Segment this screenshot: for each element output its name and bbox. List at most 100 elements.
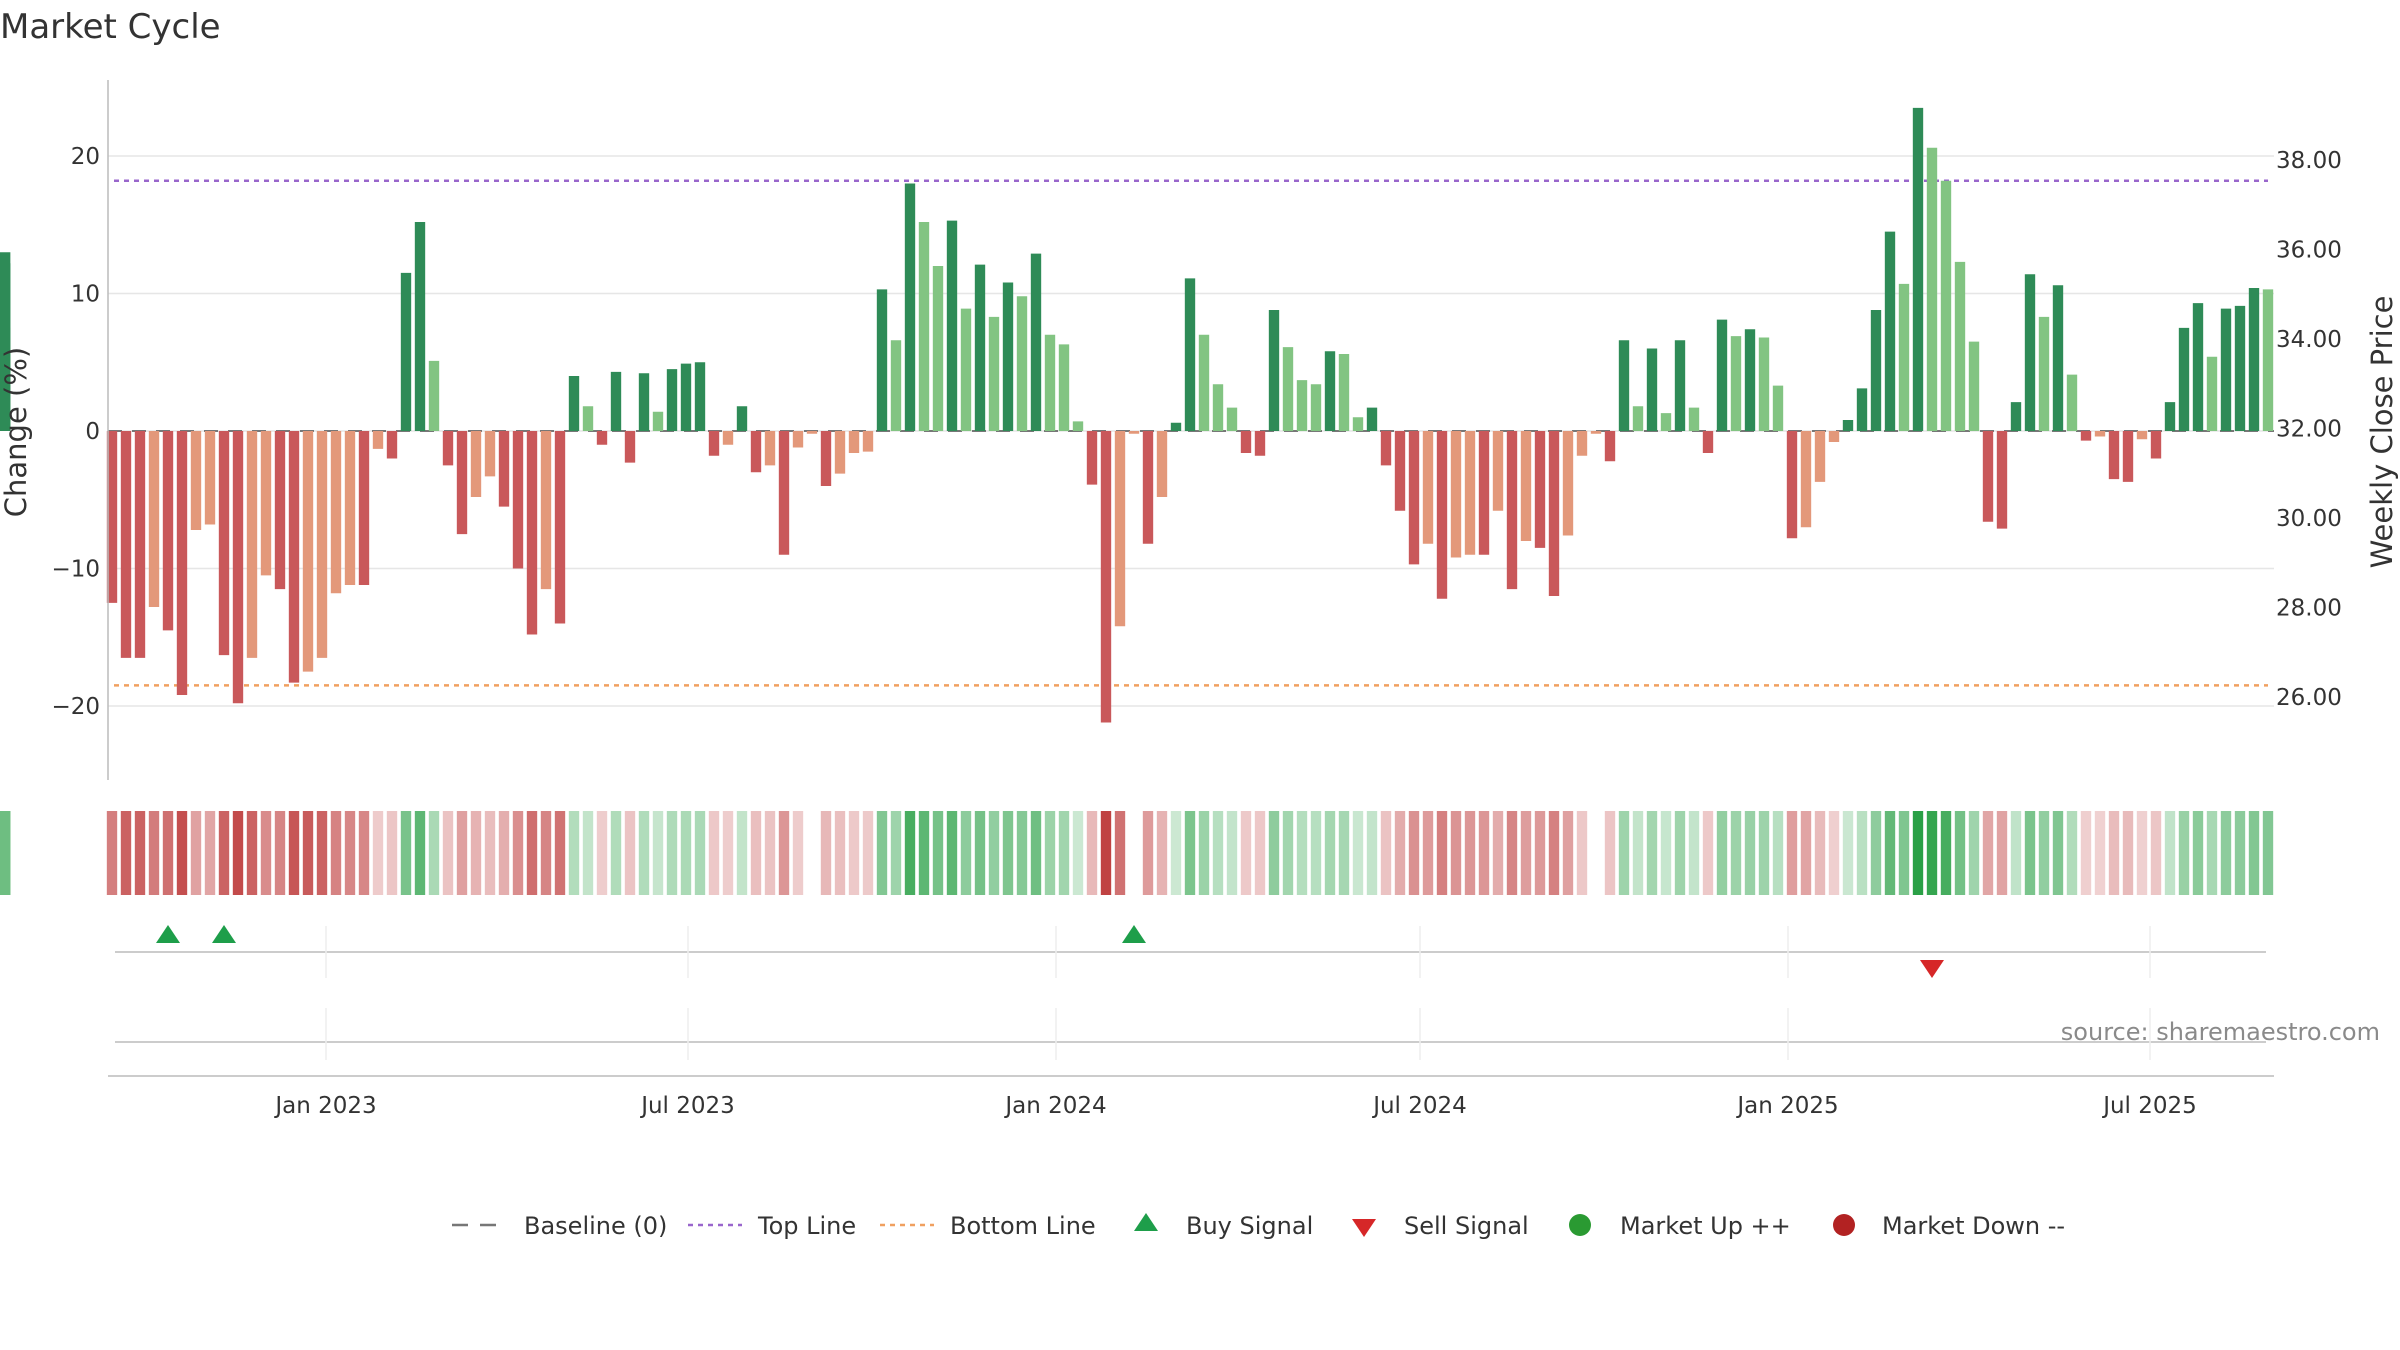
heat-cell — [1898, 811, 1910, 895]
bar — [1072, 421, 1084, 431]
bar — [1926, 147, 1938, 431]
bar — [1744, 329, 1756, 431]
bar — [1730, 336, 1742, 431]
heat-cell — [1282, 811, 1294, 895]
heat-cell — [1562, 811, 1574, 895]
heat-cell — [1030, 811, 1042, 895]
heat-cell — [1352, 811, 1364, 895]
bar — [316, 431, 328, 658]
bar — [1548, 431, 1560, 596]
heat-cell — [862, 811, 874, 895]
heat-cell — [1772, 811, 1784, 895]
heat-cell — [1702, 811, 1714, 895]
x-tick-label: Jan 2024 — [1003, 1093, 1106, 1119]
heat-cell — [2122, 811, 2134, 895]
chart-title: Market Cycle — [0, 7, 221, 47]
heat-cell — [1800, 811, 1812, 895]
bar — [1982, 431, 1994, 522]
bar — [498, 431, 510, 507]
buy-signal-marker — [212, 925, 236, 943]
bar — [1870, 310, 1882, 431]
heat-cell — [1478, 811, 1490, 895]
heat-cell — [218, 811, 230, 895]
heat-cell — [1436, 811, 1448, 895]
heat-cell — [904, 811, 916, 895]
heat-cell — [1184, 811, 1196, 895]
heat-cell — [246, 811, 258, 895]
x-tick-label: Jan 2023 — [273, 1093, 376, 1119]
heat-cell — [1996, 811, 2008, 895]
bar — [2010, 402, 2022, 431]
bar — [1562, 431, 1574, 536]
heat-cell — [2052, 811, 2064, 895]
signal-panel — [108, 925, 2274, 1077]
heat-cell — [442, 811, 454, 895]
bar — [1842, 420, 1854, 431]
bar — [120, 431, 132, 658]
heat-cell — [680, 811, 692, 895]
heat-cell — [176, 811, 188, 895]
y-axis-right-label: Weekly Close Price — [2365, 296, 2399, 569]
bar — [106, 431, 118, 603]
heat-cell — [330, 811, 342, 895]
heat-cell — [722, 811, 734, 895]
heat-cell — [1744, 811, 1756, 895]
bar — [2220, 308, 2232, 431]
bar — [736, 406, 748, 431]
bar — [1800, 431, 1812, 528]
bar — [2108, 431, 2120, 480]
heat-cell — [2024, 811, 2036, 895]
bar — [904, 183, 916, 431]
bar — [1884, 231, 1896, 431]
bar — [162, 431, 174, 631]
bar — [2150, 431, 2162, 459]
heat-cell — [1926, 811, 1938, 895]
heat-cell — [1814, 811, 1826, 895]
x-tick-label: Jan 2025 — [1735, 1093, 1838, 1119]
bar — [1618, 340, 1630, 431]
bar — [1758, 337, 1770, 431]
heat-cell — [1268, 811, 1280, 895]
heat-cell — [1394, 811, 1406, 895]
heat-cell — [358, 811, 370, 895]
heat-cell — [946, 811, 958, 895]
bar — [890, 340, 902, 431]
heat-cell — [1086, 811, 1098, 895]
heat-cell — [1786, 811, 1798, 895]
heat-cell — [232, 811, 244, 895]
heat-cell — [1548, 811, 1560, 895]
bar — [1786, 431, 1798, 539]
heat-cell — [1674, 811, 1686, 895]
heat-cell — [162, 811, 174, 895]
legend-label: Bottom Line — [950, 1212, 1096, 1240]
heat-cell — [1170, 811, 1182, 895]
heat-cell — [1716, 811, 1728, 895]
bar — [638, 373, 650, 431]
heat-cell — [568, 811, 580, 895]
heat-cell — [2080, 811, 2092, 895]
bar — [1114, 431, 1126, 627]
heat-cell — [2248, 811, 2260, 895]
heat-cell — [624, 811, 636, 895]
bar — [1604, 431, 1616, 462]
heat-cell — [540, 811, 552, 895]
heat-cell — [2192, 811, 2204, 895]
y-axis-left-label: Change (%) — [0, 347, 33, 517]
bar — [2206, 356, 2218, 431]
heat-cell — [1044, 811, 1056, 895]
bar — [792, 431, 804, 448]
heat-cell — [1856, 811, 1868, 895]
heat-cell — [386, 811, 398, 895]
heat-cell — [974, 811, 986, 895]
heat-cell — [526, 811, 538, 895]
heat-cell — [1156, 811, 1168, 895]
bar — [1212, 384, 1224, 431]
legend-swatch-buy — [1134, 1213, 1158, 1231]
heat-cell — [2038, 811, 2050, 895]
bar — [1100, 431, 1112, 723]
bar — [876, 289, 888, 431]
heat-cell — [2234, 811, 2246, 895]
heat-cell — [1912, 811, 1924, 895]
heat-cell — [666, 811, 678, 895]
heat-cell — [1464, 811, 1476, 895]
